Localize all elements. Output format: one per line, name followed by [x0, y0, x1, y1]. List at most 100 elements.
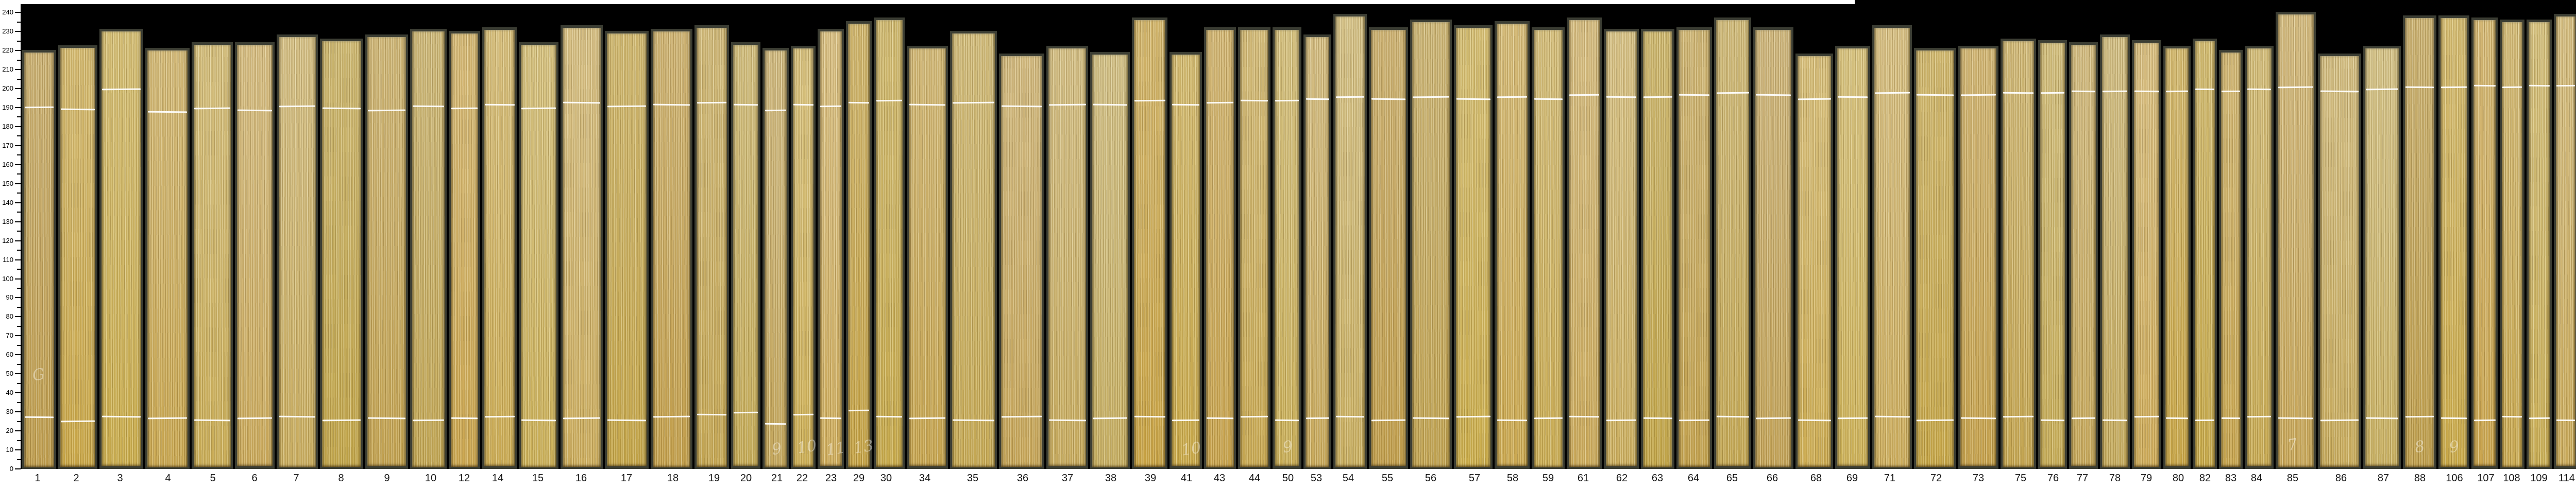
board-photo: [1797, 56, 1831, 467]
ruler-major-tick: [15, 411, 21, 413]
board-photo: [1371, 29, 1406, 466]
ruler-minor-tick: [17, 40, 21, 42]
board-id-label: 58: [1506, 473, 1519, 484]
board-photo: [2556, 16, 2575, 466]
board-photo: [1092, 54, 1128, 467]
board-photo: [1874, 27, 1910, 467]
board-photo: [1455, 27, 1490, 467]
board-photo: [450, 33, 478, 467]
ruler-major-tick: [15, 12, 21, 13]
board-photo: [2133, 43, 2159, 467]
chalk-line-lower: [2502, 415, 2522, 417]
board-photo: [908, 48, 946, 466]
board-id-label: 82: [2199, 473, 2211, 484]
ruler-minor-tick: [17, 344, 21, 346]
ruler-tick-label: 230: [2, 27, 13, 36]
board-photo: [1497, 24, 1528, 466]
chalk-number: 10: [1180, 439, 1202, 460]
board-id-label: 106: [2446, 473, 2463, 484]
board-id-label: 117: [2567, 473, 2576, 484]
chalk-line-upper: [2165, 90, 2189, 92]
board-photo: [1642, 31, 1672, 467]
board-id-label: 43: [1213, 473, 1226, 484]
chalk-line-upper: [1606, 96, 1636, 98]
ruler-tick-label: 130: [2, 217, 13, 225]
ruler-tick-label: 170: [2, 141, 13, 149]
chalk-line-lower: [279, 415, 315, 417]
board-id-label: 78: [2109, 473, 2121, 484]
chalk-line-upper: [2071, 90, 2095, 93]
ruler-major-tick: [15, 202, 21, 203]
chalk-line-lower: [2102, 419, 2127, 422]
chalk-line-lower: [1798, 419, 1831, 422]
chalk-line-upper: [1172, 103, 1200, 106]
chalk-line-lower: [1172, 419, 1200, 422]
ruler-major-tick: [15, 373, 21, 375]
board-id-label: 30: [880, 473, 892, 484]
ruler-major-tick: [15, 335, 21, 337]
chalk-line-lower: [1275, 419, 1299, 422]
chalk-line-lower: [1134, 415, 1165, 417]
board-id-label: 10: [425, 473, 437, 484]
ruler-major-tick: [15, 430, 21, 432]
board-photo: [2404, 18, 2434, 467]
chalk-line-upper: [793, 103, 814, 106]
chalk-line-lower: [521, 419, 556, 422]
board-photo: [24, 52, 54, 467]
chalk-line-upper: [2134, 90, 2159, 93]
chalk-line-upper: [1206, 101, 1234, 104]
board-photo: [193, 45, 231, 467]
chalk-line-lower: [2556, 419, 2575, 422]
chalk-line-lower: [2473, 419, 2496, 422]
ruler-tick-label: 80: [6, 312, 13, 321]
board-id-label: 19: [708, 473, 720, 484]
chalk-number: 10: [795, 436, 818, 458]
board-photo: [1133, 20, 1165, 467]
board-photo: [1305, 37, 1329, 467]
board-photo: [1569, 20, 1600, 467]
board-id-label: 29: [853, 473, 865, 484]
chalk-line-lower: [653, 415, 690, 417]
chalk-line-upper: [2195, 88, 2215, 91]
ruler-tick-label: 110: [3, 255, 13, 264]
board-id-label: 56: [1425, 473, 1437, 484]
ruler-major-tick: [15, 69, 21, 71]
board-id-label: 23: [825, 473, 837, 484]
board-id-label: 20: [740, 473, 752, 484]
board-id-label: 75: [2014, 473, 2027, 484]
chalk-line-lower: [484, 415, 515, 417]
board-photo: [1716, 20, 1749, 466]
board-photo: [101, 31, 141, 466]
board-photo: [563, 27, 601, 467]
ruler-major-tick: [15, 107, 21, 109]
ruler-major-tick: [15, 297, 21, 299]
board-id-label: 8: [338, 473, 344, 484]
ruler-minor-tick: [17, 250, 21, 251]
board-photo: [1960, 48, 1996, 466]
board-id-label: 84: [2250, 473, 2263, 484]
board-id-label: 57: [1468, 473, 1481, 484]
ruler-minor-tick: [17, 269, 21, 270]
board-photo: [2102, 37, 2128, 467]
chalk-line-upper: [909, 103, 945, 106]
chalk-line-upper: [765, 109, 786, 111]
board-photo: [1240, 29, 1268, 467]
board-id-label: 6: [251, 473, 258, 484]
board-photo: [321, 41, 361, 467]
board-id-label: 38: [1105, 473, 1117, 484]
chalk-line-upper: [1306, 98, 1329, 100]
board-photo: [1412, 22, 1450, 467]
board-id-label: 3: [117, 473, 123, 484]
board-id-label: 108: [2503, 473, 2520, 484]
chalk-line-lower: [697, 413, 727, 416]
chalk-line-lower: [1456, 415, 1490, 417]
ruler-minor-tick: [17, 325, 21, 327]
board-photo: [367, 37, 406, 466]
ruler-major-tick: [15, 354, 21, 356]
ruler-major-tick: [15, 316, 21, 318]
chalk-line-upper: [1335, 96, 1365, 98]
ruler-minor-tick: [17, 173, 21, 175]
board-id-label: 16: [575, 473, 587, 484]
board-photo: [820, 31, 842, 466]
